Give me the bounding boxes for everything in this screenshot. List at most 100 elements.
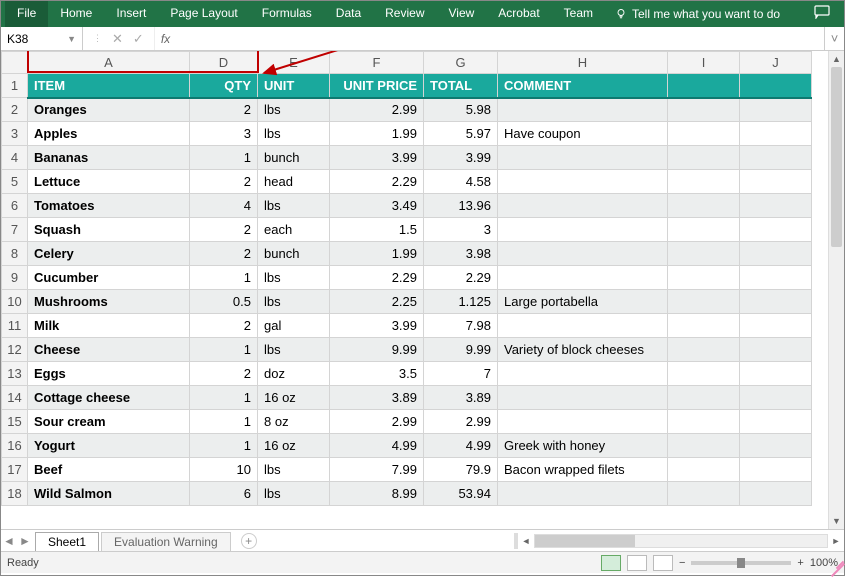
cell-comment[interactable] [498, 242, 668, 266]
tab-acrobat[interactable]: Acrobat [486, 1, 551, 27]
row-header[interactable]: 8 [2, 242, 28, 266]
cell-total[interactable]: 2.29 [424, 266, 498, 290]
row-header[interactable]: 2 [2, 98, 28, 122]
cell-total[interactable]: 3.98 [424, 242, 498, 266]
cell-item[interactable]: Oranges [28, 98, 190, 122]
fx-label[interactable]: fx [155, 27, 176, 50]
cell-empty[interactable] [740, 410, 812, 434]
cell-empty[interactable] [668, 194, 740, 218]
cell-unit[interactable]: 8 oz [258, 410, 330, 434]
cell-item[interactable]: Bananas [28, 146, 190, 170]
cell-comment[interactable]: Greek with honey [498, 434, 668, 458]
cell-qty[interactable]: 2 [190, 98, 258, 122]
sheet-tab-active[interactable]: Sheet1 [35, 532, 99, 551]
hdr-item[interactable]: ITEM [28, 74, 190, 98]
cell-price[interactable]: 3.89 [330, 386, 424, 410]
row-header[interactable]: 11 [2, 314, 28, 338]
formula-input[interactable] [176, 27, 824, 50]
cell-empty[interactable] [740, 122, 812, 146]
zoom-in-btn[interactable]: + [797, 557, 803, 569]
cell-comment[interactable] [498, 194, 668, 218]
hscroll-left[interactable]: ◄ [518, 536, 534, 546]
formula-expand[interactable]: ˅ [824, 27, 844, 50]
view-break-btn[interactable] [653, 555, 673, 571]
cell-price[interactable]: 1.99 [330, 242, 424, 266]
row-header[interactable]: 7 [2, 218, 28, 242]
cell-price[interactable]: 1.99 [330, 122, 424, 146]
tab-nav-next[interactable]: ► [17, 534, 33, 548]
row-header[interactable]: 4 [2, 146, 28, 170]
cell-item[interactable]: Celery [28, 242, 190, 266]
row-header[interactable]: 5 [2, 170, 28, 194]
scroll-down-btn[interactable]: ▼ [829, 513, 844, 529]
cell-qty[interactable]: 6 [190, 482, 258, 506]
hscroll-thumb[interactable] [535, 535, 635, 547]
view-layout-btn[interactable] [627, 555, 647, 571]
col-header-G[interactable]: G [424, 52, 498, 74]
cell-comment[interactable] [498, 146, 668, 170]
cell-total[interactable]: 3.89 [424, 386, 498, 410]
cell-item[interactable]: Cottage cheese [28, 386, 190, 410]
cell-item[interactable]: Eggs [28, 362, 190, 386]
cell-item[interactable]: Milk [28, 314, 190, 338]
sheet-tab-other[interactable]: Evaluation Warning [101, 532, 231, 551]
cell-total[interactable]: 7 [424, 362, 498, 386]
cell-item[interactable]: Cheese [28, 338, 190, 362]
tab-data[interactable]: Data [324, 1, 373, 27]
cell-comment[interactable] [498, 170, 668, 194]
cell-unit[interactable]: lbs [258, 482, 330, 506]
cell-comment[interactable]: Large portabella [498, 290, 668, 314]
row-header-1[interactable]: 1 [2, 74, 28, 98]
cell-price[interactable]: 2.29 [330, 170, 424, 194]
col-header-J[interactable]: J [740, 52, 812, 74]
comments-icon[interactable] [802, 1, 844, 27]
cell-unit[interactable]: head [258, 170, 330, 194]
cell-qty[interactable]: 2 [190, 314, 258, 338]
row-header[interactable]: 18 [2, 482, 28, 506]
cell-empty[interactable] [740, 218, 812, 242]
cell-qty[interactable]: 1 [190, 266, 258, 290]
cell-total[interactable]: 5.98 [424, 98, 498, 122]
cell-unit[interactable]: bunch [258, 242, 330, 266]
col-header-I[interactable]: I [668, 52, 740, 74]
cell-empty[interactable] [740, 170, 812, 194]
cell-empty[interactable] [740, 482, 812, 506]
col-header-F[interactable]: F [330, 52, 424, 74]
cell-empty[interactable] [740, 362, 812, 386]
tab-page-layout[interactable]: Page Layout [158, 1, 249, 27]
cell-empty[interactable] [668, 242, 740, 266]
cell-unit[interactable]: 16 oz [258, 434, 330, 458]
hscroll-right[interactable]: ► [828, 536, 844, 546]
col-header-A[interactable]: A [28, 52, 190, 74]
cell-item[interactable]: Apples [28, 122, 190, 146]
cell-empty[interactable] [668, 122, 740, 146]
zoom-slider[interactable] [691, 561, 791, 565]
row-header[interactable]: 14 [2, 386, 28, 410]
cell-total[interactable]: 7.98 [424, 314, 498, 338]
row-header[interactable]: 13 [2, 362, 28, 386]
row-header[interactable]: 3 [2, 122, 28, 146]
cell-item[interactable]: Tomatoes [28, 194, 190, 218]
cell-empty[interactable] [668, 362, 740, 386]
cell-comment[interactable]: Have coupon [498, 122, 668, 146]
cell-price[interactable]: 1.5 [330, 218, 424, 242]
cell-empty[interactable] [740, 146, 812, 170]
col-header-D[interactable]: D [190, 52, 258, 74]
cell-empty[interactable] [740, 338, 812, 362]
cell-price[interactable]: 2.29 [330, 266, 424, 290]
cell-empty[interactable] [740, 458, 812, 482]
horizontal-scrollbar[interactable]: ◄ ► [514, 530, 844, 551]
cell-unit[interactable]: lbs [258, 266, 330, 290]
tab-file[interactable]: File [5, 1, 48, 27]
cell-comment[interactable] [498, 410, 668, 434]
hdr-qty[interactable]: QTY [190, 74, 258, 98]
cell-comment[interactable] [498, 266, 668, 290]
hdr-price[interactable]: UNIT PRICE [330, 74, 424, 98]
cell-unit[interactable]: each [258, 218, 330, 242]
cell-total[interactable]: 79.9 [424, 458, 498, 482]
cell-qty[interactable]: 4 [190, 194, 258, 218]
cell-empty[interactable] [668, 290, 740, 314]
tab-nav-prev[interactable]: ◄ [1, 534, 17, 548]
cell-qty[interactable]: 2 [190, 218, 258, 242]
cell-unit[interactable]: lbs [258, 458, 330, 482]
